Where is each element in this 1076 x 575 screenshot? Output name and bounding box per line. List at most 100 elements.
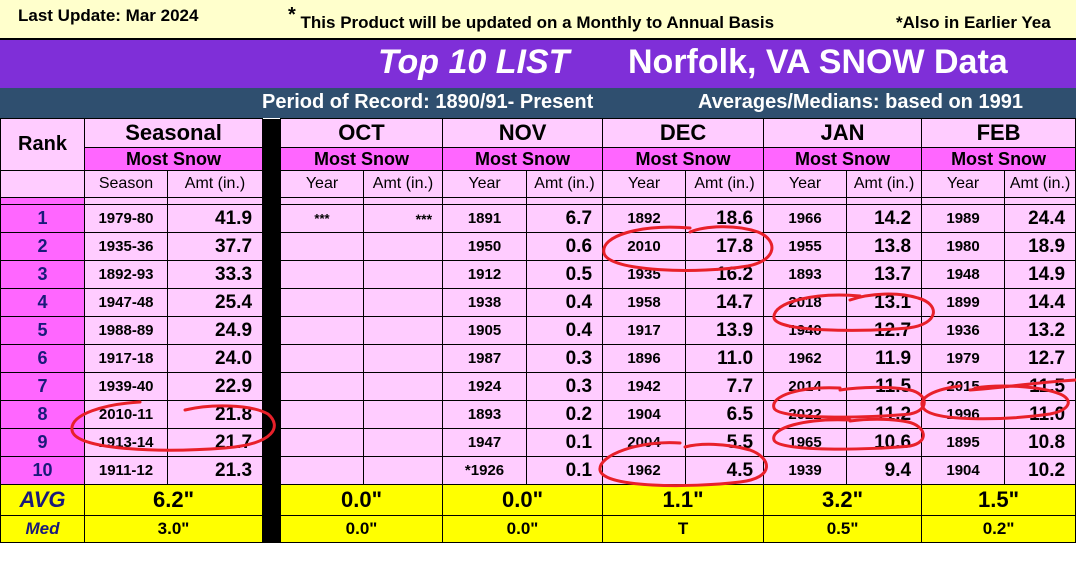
most-snow-label: Most Snow (280, 147, 444, 171)
year-cell: 1938 (442, 288, 528, 317)
table-row: 9 1913-14 21.7 1947 0.1 2004 5.5 1965 10.6 1895 10… (0, 428, 1076, 457)
year-cell: 1989 (921, 204, 1006, 233)
year-cell: 1987 (442, 344, 528, 373)
year-cell: 1947 (442, 428, 528, 457)
amount-cell: 37.7 (166, 232, 264, 261)
rank-cell: 5 (0, 316, 85, 345)
amount-cell: 10.8 (1004, 428, 1076, 457)
rank-cell: 10 (0, 456, 85, 485)
year-cell: 2022 (763, 400, 848, 429)
info-bar: Last Update: Mar 2024 * This Product wil… (0, 0, 1076, 40)
table-row: 6 1917-18 24.0 1987 0.3 1896 11.0 1962 11.9 1979 1… (0, 344, 1076, 373)
spacer-cell (602, 197, 687, 205)
amount-cell: 0.4 (526, 316, 604, 345)
amount-cell: 0.6 (526, 232, 604, 261)
year-cell: 1935 (602, 260, 687, 289)
spacer-cell (84, 197, 168, 205)
spacer-cell (763, 197, 848, 205)
year-cell: 1924 (442, 372, 528, 401)
med-label: Med (0, 515, 85, 543)
year-cell: 1962 (602, 456, 687, 485)
amount-cell: 11.0 (1004, 400, 1076, 429)
amount-cell: 14.7 (685, 288, 765, 317)
rank-cell: 4 (0, 288, 85, 317)
last-update: Last Update: Mar 2024 (18, 6, 199, 25)
most-snow-label: Most Snow (763, 147, 923, 171)
year-cell: 1891 (442, 204, 528, 233)
year-cell: 1940 (763, 316, 848, 345)
year-cell: 1896 (602, 344, 687, 373)
rank-sub-header (0, 170, 85, 198)
amount-cell: 0.5 (526, 260, 604, 289)
amount-cell: 22.9 (166, 372, 264, 401)
amount-cell: 11.5 (846, 372, 923, 401)
amount-cell: 0.3 (526, 344, 604, 373)
table-row: 2 1935-36 37.7 1950 0.6 2010 17.8 1955 13.8 1980 1… (0, 232, 1076, 261)
amount-cell (363, 344, 444, 373)
year-cell: 1893 (442, 400, 528, 429)
avg-value: 6.2" (83, 484, 264, 516)
spacer-cell (526, 197, 604, 205)
spacer-row (0, 197, 1076, 205)
amount-cell: 14.2 (846, 204, 923, 233)
list-title: Top 10 LIST (378, 43, 570, 81)
amount-cell: 14.9 (1004, 260, 1076, 289)
amount-cell: 17.8 (685, 232, 765, 261)
rank-cell: 8 (0, 400, 85, 429)
amount-cell: 13.2 (1004, 316, 1076, 345)
average-row: AVG 6.2" 0.0" 0.0" 1.1" 3.2" 1.5" (0, 484, 1076, 516)
amount-cell: 13.8 (846, 232, 923, 261)
median-value: 0.0" (442, 515, 604, 543)
median-value: 0.2" (921, 515, 1076, 543)
median-row: Med 3.0" 0.0" 0.0" T 0.5" 0.2" (0, 515, 1076, 543)
column-separator (262, 260, 281, 289)
amount-cell: 11.0 (685, 344, 765, 373)
year-column-header: Year (280, 170, 365, 198)
table-row: 4 1947-48 25.4 1938 0.4 1958 14.7 2018 13.1 1899 1… (0, 288, 1076, 317)
title-bar: Top 10 LIST Norfolk, VA SNOW Data (0, 40, 1076, 88)
product-note: * This Product will be updated on a Mont… (288, 4, 774, 32)
column-separator (262, 147, 281, 171)
table-row: 8 2010-11 21.8 1893 0.2 1904 6.5 2022 11.2 1996 11… (0, 400, 1076, 429)
amount-cell: 21.3 (166, 456, 264, 485)
most-snow-label: Most Snow (83, 147, 264, 171)
year-cell: *** (280, 204, 365, 233)
amount-cell: 0.1 (526, 428, 604, 457)
amount-cell: 13.7 (846, 260, 923, 289)
period-of-record: Period of Record: 1890/91- Present (262, 91, 594, 113)
group-header-seasonal: Seasonal (83, 118, 264, 148)
amount-cell (363, 456, 444, 485)
group-header-nov: NOV (442, 118, 604, 148)
table-row: 1 1979-80 41.9 *** *** 1891 6.7 1892 18.6 1966 14.… (0, 204, 1076, 233)
amount-cell: 5.5 (685, 428, 765, 457)
amount-column-header: Amt (in.) (363, 170, 444, 198)
amount-cell (363, 316, 444, 345)
year-cell: 1950 (442, 232, 528, 261)
earlier-note: *Also in Earlier Yea (896, 13, 1051, 32)
year-cell: 1892 (602, 204, 687, 233)
amount-cell (363, 288, 444, 317)
spacer-cell (280, 197, 365, 205)
year-cell (280, 232, 365, 261)
most-snow-label: Most Snow (442, 147, 604, 171)
year-cell: 2010-11 (84, 400, 168, 429)
year-cell: 1965 (763, 428, 848, 457)
year-cell: 1988-89 (84, 316, 168, 345)
amount-cell: 21.7 (166, 428, 264, 457)
avg-label: AVG (0, 484, 85, 516)
amount-cell: 0.1 (526, 456, 604, 485)
spacer-cell (442, 197, 528, 205)
year-cell: 1912 (442, 260, 528, 289)
column-separator (262, 344, 281, 373)
column-separator (262, 170, 281, 198)
column-separator (262, 400, 281, 429)
year-cell: 1905 (442, 316, 528, 345)
year-cell: 1904 (602, 400, 687, 429)
amount-cell: 24.9 (166, 316, 264, 345)
year-cell: 1962 (763, 344, 848, 373)
year-cell (280, 316, 365, 345)
header-row-columns: Season Amt (in.) Year Amt (in.) Year Amt (in.… (0, 170, 1076, 198)
product-note-text: This Product will be updated on a Monthl… (300, 13, 775, 32)
year-cell: 1917 (602, 316, 687, 345)
amount-cell: 11.9 (846, 344, 923, 373)
